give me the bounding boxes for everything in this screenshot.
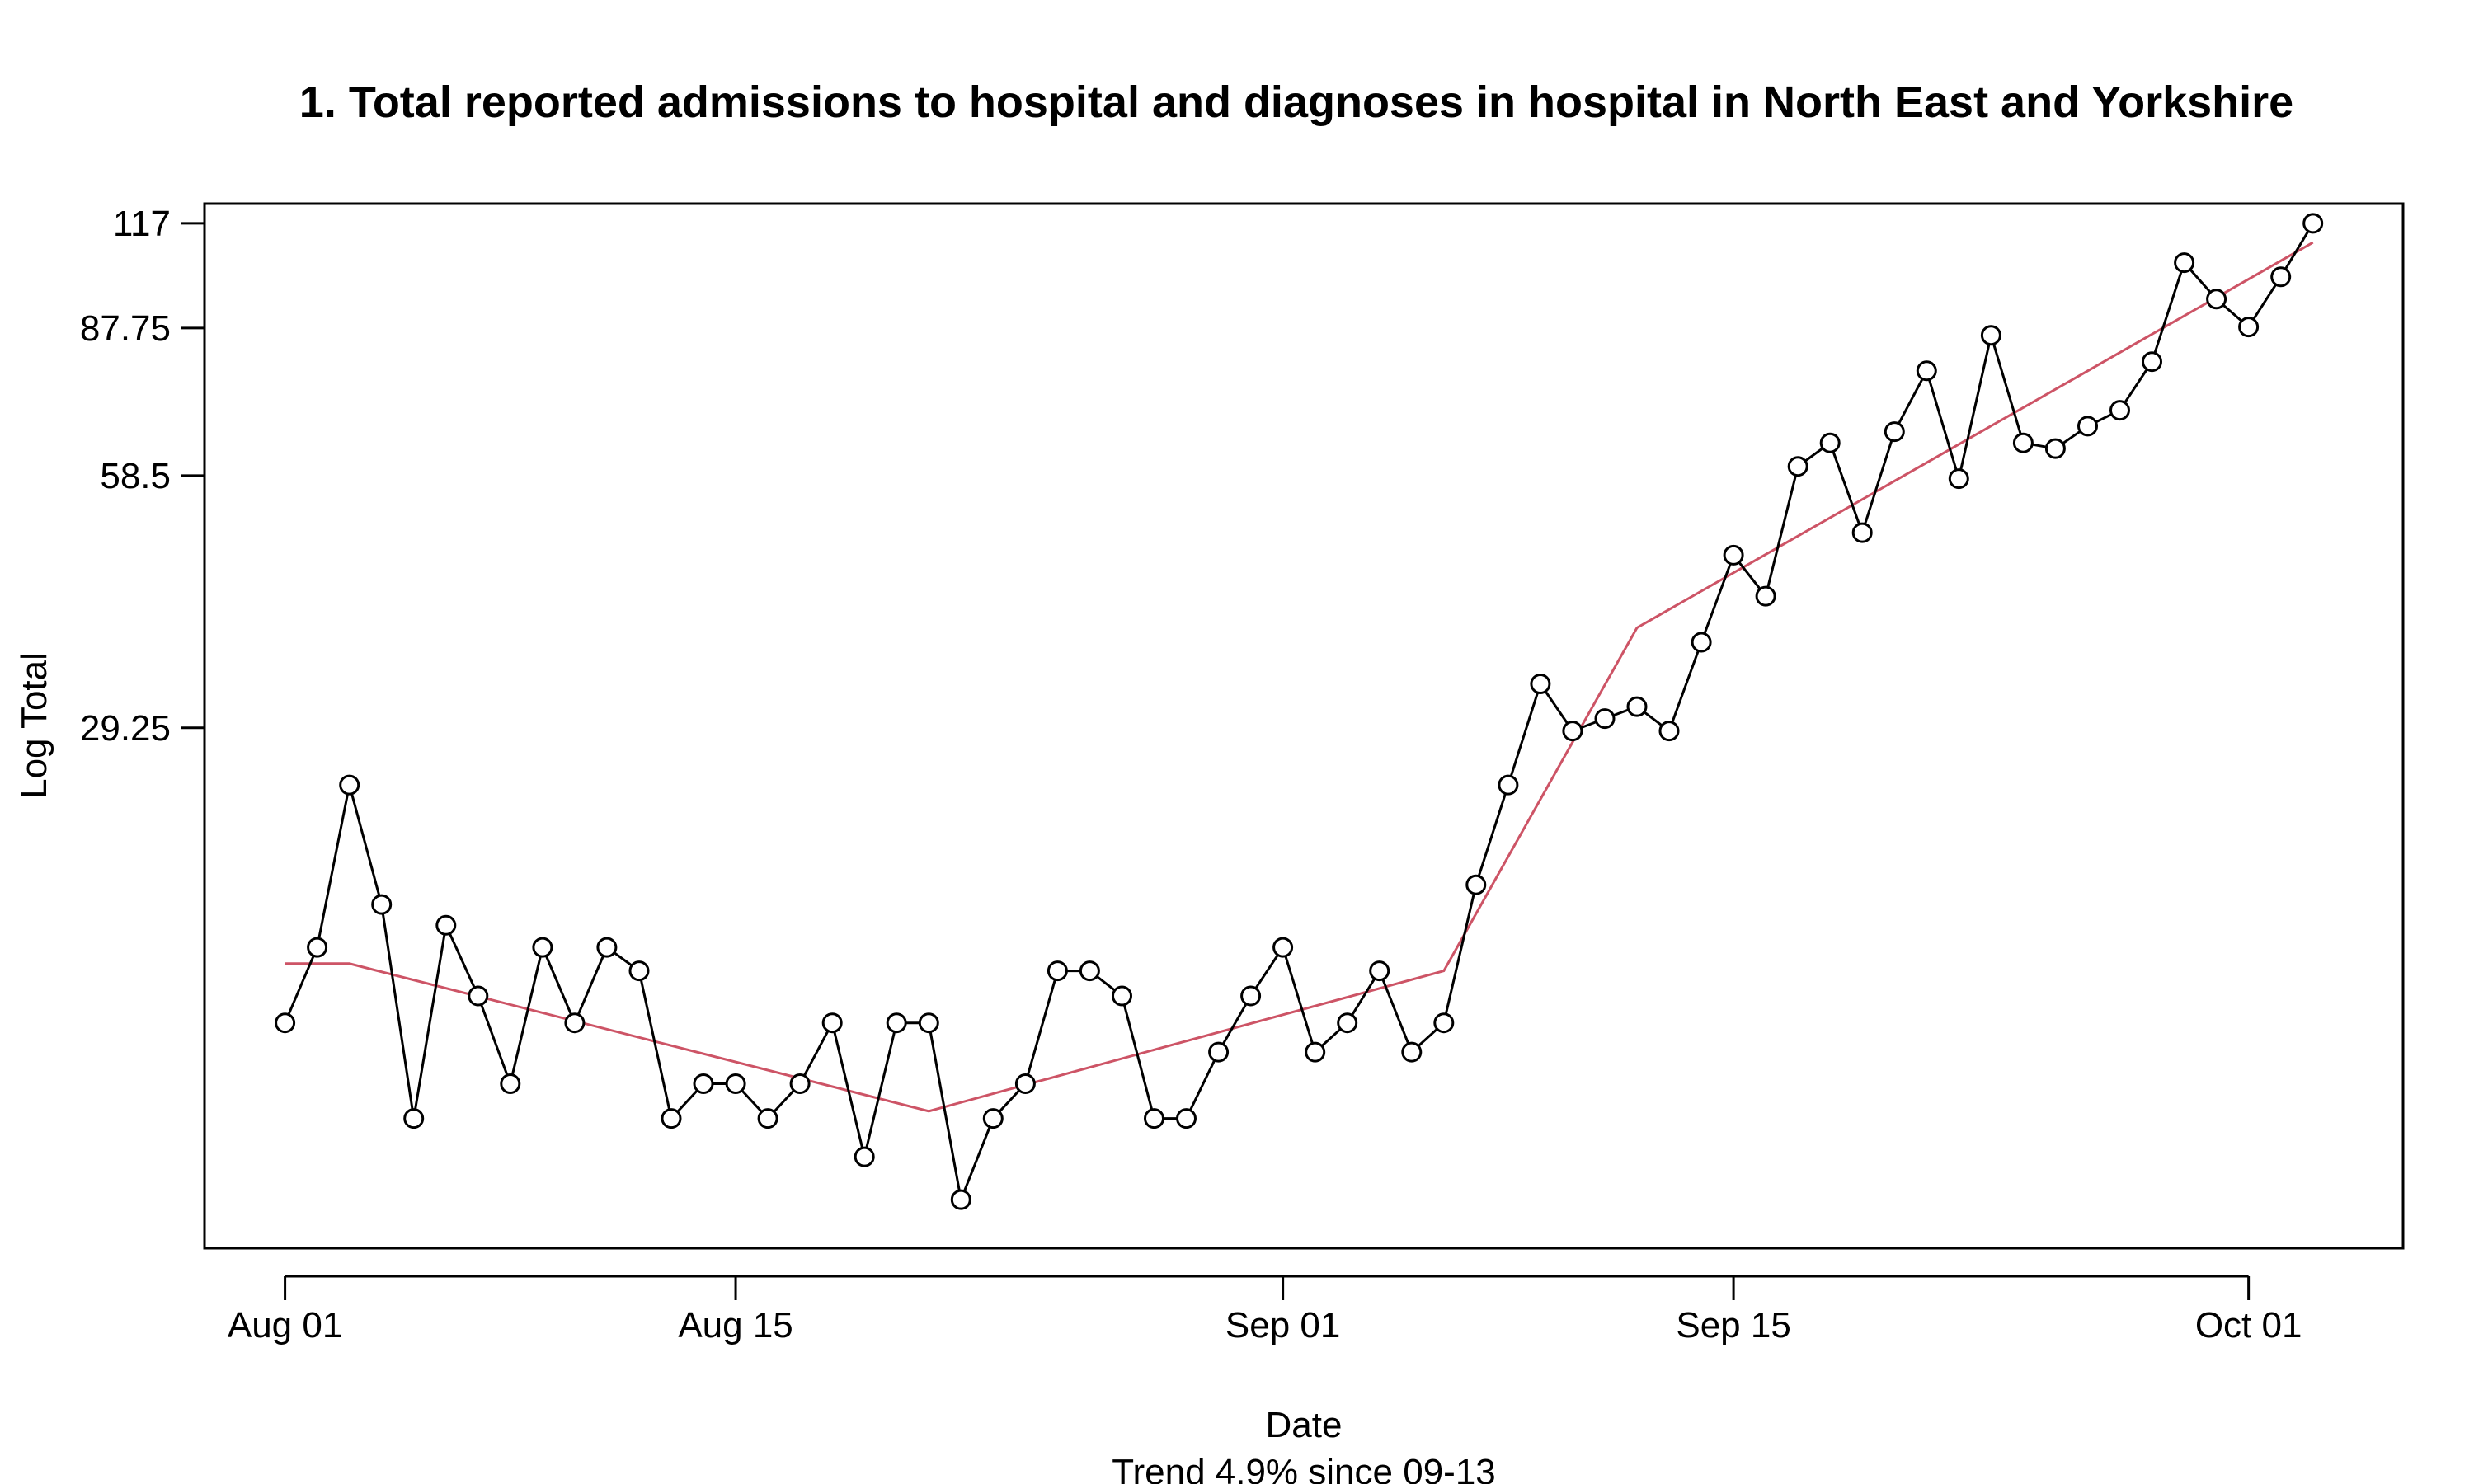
data-point xyxy=(1272,937,1294,958)
data-point xyxy=(1658,721,1680,742)
x-tick-label: Aug 15 xyxy=(678,1305,793,1345)
data-point xyxy=(2012,432,2034,453)
chart-title: 1. Total reported admissions to hospital… xyxy=(299,77,2293,127)
data-line xyxy=(284,223,2314,1205)
data-point xyxy=(1401,1041,1423,1063)
data-point xyxy=(725,1073,746,1094)
data-point xyxy=(1530,674,1551,694)
data-point xyxy=(1851,522,1873,543)
data-point xyxy=(500,1073,521,1094)
data-point xyxy=(661,1108,682,1129)
data-point xyxy=(403,1108,425,1129)
data-point xyxy=(1787,456,1808,477)
x-tick-label: Oct 01 xyxy=(2195,1305,2302,1345)
data-point xyxy=(2109,400,2130,421)
data-point xyxy=(1433,1012,1455,1034)
data-point xyxy=(1014,1073,1036,1094)
data-point xyxy=(1112,985,1132,1007)
data-point xyxy=(854,1146,875,1167)
data-point xyxy=(435,914,457,936)
data-point xyxy=(1337,1012,1358,1034)
data-point xyxy=(982,1108,1004,1129)
y-axis-label: Log Total xyxy=(14,652,54,799)
data-point xyxy=(1208,1041,1230,1063)
plot-frame xyxy=(203,202,2405,1250)
data-point xyxy=(1884,421,1905,443)
data-point xyxy=(886,1012,907,1034)
data-point xyxy=(1079,960,1100,982)
x-tick-label: Sep 01 xyxy=(1225,1305,1340,1345)
data-point xyxy=(532,937,553,958)
data-point xyxy=(2206,289,2227,310)
data-point xyxy=(339,774,360,796)
data-point xyxy=(2270,266,2292,288)
data-point xyxy=(1144,1108,1164,1129)
data-point xyxy=(1465,874,1487,895)
data-point xyxy=(1755,585,1776,607)
data-point xyxy=(2174,252,2195,274)
data-point xyxy=(1240,985,1262,1007)
data-point xyxy=(918,1012,939,1034)
data-point xyxy=(2077,416,2098,437)
data-point xyxy=(1626,696,1648,717)
data-point xyxy=(1916,360,1937,382)
trend-line xyxy=(285,241,2314,1113)
y-tick-label: 29.25 xyxy=(80,708,171,749)
data-point xyxy=(2238,317,2260,338)
data-point xyxy=(275,1012,296,1034)
data-point xyxy=(1819,432,1841,453)
y-tick-label: 87.75 xyxy=(80,308,171,349)
data-point xyxy=(1948,468,1969,490)
data-point xyxy=(2302,213,2324,234)
data-point xyxy=(1498,774,1519,796)
data-point xyxy=(2044,438,2066,459)
data-point xyxy=(1369,960,1390,982)
data-points xyxy=(275,213,2324,1210)
data-point xyxy=(821,1012,843,1034)
data-point xyxy=(1594,708,1616,730)
data-point xyxy=(1562,721,1583,742)
data-point xyxy=(468,985,489,1007)
y-tick-label: 117 xyxy=(113,204,171,244)
data-point xyxy=(1176,1108,1197,1129)
x-axis: Aug 01 Aug 15 Sep 01 Sep 15 Oct 01 xyxy=(228,1275,2302,1345)
data-point xyxy=(2142,351,2162,373)
x-tick-label: Aug 01 xyxy=(228,1305,342,1345)
data-point xyxy=(564,1012,586,1034)
data-point xyxy=(1047,960,1068,982)
x-axis-label: Date xyxy=(1266,1405,1343,1445)
y-axis: 29.25 58.5 87.75 117 xyxy=(80,204,206,749)
data-point xyxy=(371,894,393,915)
data-point xyxy=(693,1073,714,1094)
data-point xyxy=(950,1189,971,1210)
data-point xyxy=(1305,1041,1326,1063)
data-point xyxy=(1691,632,1712,653)
data-point xyxy=(757,1108,778,1129)
data-point xyxy=(596,937,618,958)
y-tick-label: 58.5 xyxy=(100,456,171,496)
data-point xyxy=(1723,544,1744,566)
x-tick-label: Sep 15 xyxy=(1676,1305,1790,1345)
data-point xyxy=(628,960,650,982)
trend-subtitle: Trend 4.9% since 09-13 xyxy=(1112,1452,1496,1484)
data-point xyxy=(307,937,328,958)
data-point xyxy=(789,1073,811,1094)
data-point xyxy=(1980,325,2001,346)
